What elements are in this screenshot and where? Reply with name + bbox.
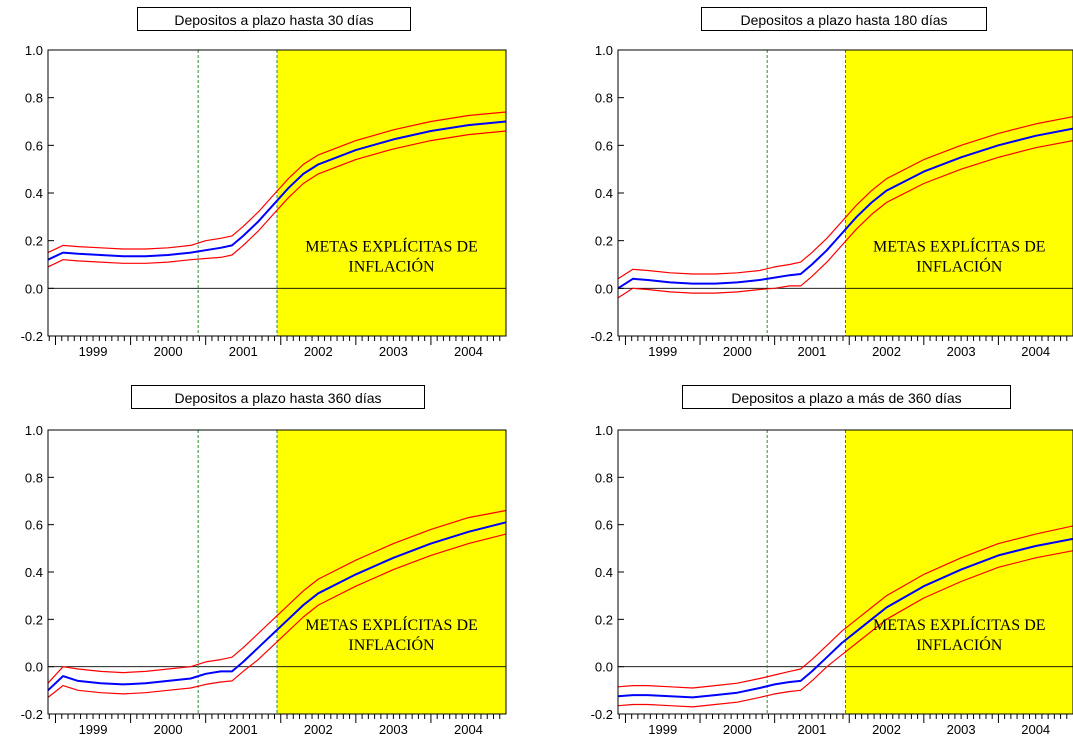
x-tick-label: 2003 [947, 722, 976, 737]
x-tick-label: 2001 [797, 722, 826, 737]
x-tick-label: 2004 [454, 722, 483, 737]
y-tick-label: 0.6 [595, 518, 613, 533]
region-label: INFLACIÓN [348, 256, 435, 275]
x-tick-label: 2003 [947, 344, 976, 359]
x-tick-label: 2003 [379, 344, 408, 359]
series-line-band [617, 550, 1073, 708]
x-tick-label: 2001 [229, 344, 258, 359]
shaded-region [845, 50, 1073, 336]
y-tick-label: 0.4 [25, 186, 43, 201]
region-label: METAS EXPLÍCITAS DE [873, 615, 1046, 634]
y-tick-label: 0.2 [25, 612, 43, 627]
y-tick-label: 0.6 [595, 138, 613, 153]
series-line-band [617, 525, 1073, 689]
y-tick-label: -0.2 [591, 329, 613, 344]
region-label: METAS EXPLÍCITAS DE [305, 236, 478, 255]
x-tick-label: 2000 [154, 722, 183, 737]
y-tick-label: 0.4 [25, 565, 43, 580]
series-line-band [47, 130, 507, 268]
y-tick-label: 0.8 [595, 470, 613, 485]
chart-panel: 1.0 0.8 0.6 0.4 0.2 0.0 -0.2 1999 2000 2001 2002 20… [21, 43, 507, 359]
series-line-estimate [47, 120, 507, 261]
x-tick-label: 1999 [79, 722, 108, 737]
series-line-band [617, 116, 1073, 280]
x-tick-label: 1999 [648, 344, 677, 359]
x-tick-label: 2002 [304, 344, 333, 359]
series-line-estimate [617, 537, 1073, 699]
y-tick-label: -0.2 [21, 329, 43, 344]
region-label: METAS EXPLÍCITAS DE [873, 236, 1046, 255]
x-tick-label: 2001 [229, 722, 258, 737]
shaded-region [277, 50, 506, 336]
y-tick-label: 1.0 [595, 423, 613, 438]
chart-panel: 1.0 0.8 0.6 0.4 0.2 0.0 -0.2 1999 2000 2001 2002 20… [591, 423, 1073, 737]
shaded-region [277, 430, 506, 714]
series-line-band [47, 509, 507, 684]
y-tick-label: 1.0 [25, 423, 43, 438]
x-tick-label: 1999 [648, 722, 677, 737]
shaded-region [845, 430, 1073, 714]
y-tick-label: 0.4 [595, 565, 613, 580]
series-line-estimate [47, 521, 507, 692]
y-tick-label: 1.0 [25, 43, 43, 58]
x-tick-label: 2002 [872, 722, 901, 737]
y-tick-label: -0.2 [21, 707, 43, 722]
y-tick-label: 0.8 [595, 91, 613, 106]
x-tick-label: 1999 [79, 344, 108, 359]
y-tick-label: 0.6 [25, 138, 43, 153]
region-label: INFLACIÓN [916, 635, 1003, 654]
y-tick-label: -0.2 [591, 707, 613, 722]
x-tick-label: 2000 [154, 344, 183, 359]
x-tick-label: 2000 [723, 344, 752, 359]
y-tick-label: 0.0 [25, 660, 43, 675]
y-tick-label: 0.8 [25, 470, 43, 485]
y-tick-label: 0.2 [595, 612, 613, 627]
y-tick-label: 0.0 [595, 660, 613, 675]
y-tick-label: 0.4 [595, 186, 613, 201]
y-tick-label: 0.0 [595, 281, 613, 296]
y-tick-label: 0.8 [25, 91, 43, 106]
panel-title: Depositos a plazo a más de 360 días [682, 385, 1011, 409]
chart-panel: 1.0 0.8 0.6 0.4 0.2 0.0 -0.2 1999 2000 2001 2002 20… [591, 43, 1073, 359]
y-tick-label: 0.2 [595, 234, 613, 249]
chart-panel: 1.0 0.8 0.6 0.4 0.2 0.0 -0.2 1999 2000 2001 2002 20… [21, 423, 507, 737]
y-tick-label: 0.0 [25, 281, 43, 296]
x-tick-label: 2001 [797, 344, 826, 359]
series-line-estimate [617, 127, 1073, 290]
x-tick-label: 2003 [379, 722, 408, 737]
panel-title: Depositos a plazo hasta 30 días [137, 7, 411, 31]
y-tick-label: 0.6 [25, 518, 43, 533]
region-label: METAS EXPLÍCITAS DE [305, 615, 478, 634]
panel-title: Depositos a plazo hasta 360 días [131, 385, 425, 409]
region-label: INFLACIÓN [916, 256, 1003, 275]
x-tick-label: 2004 [454, 344, 483, 359]
x-tick-label: 2004 [1021, 722, 1050, 737]
region-label: INFLACIÓN [348, 635, 435, 654]
y-tick-label: 1.0 [595, 43, 613, 58]
x-tick-label: 2000 [723, 722, 752, 737]
series-line-band [617, 140, 1073, 299]
x-tick-label: 2004 [1021, 344, 1050, 359]
series-line-band [47, 533, 507, 698]
series-line-band [47, 111, 507, 254]
y-tick-label: 0.2 [25, 234, 43, 249]
x-tick-label: 2002 [872, 344, 901, 359]
x-tick-label: 2002 [304, 722, 333, 737]
panel-title: Depositos a plazo hasta 180 días [701, 7, 987, 31]
